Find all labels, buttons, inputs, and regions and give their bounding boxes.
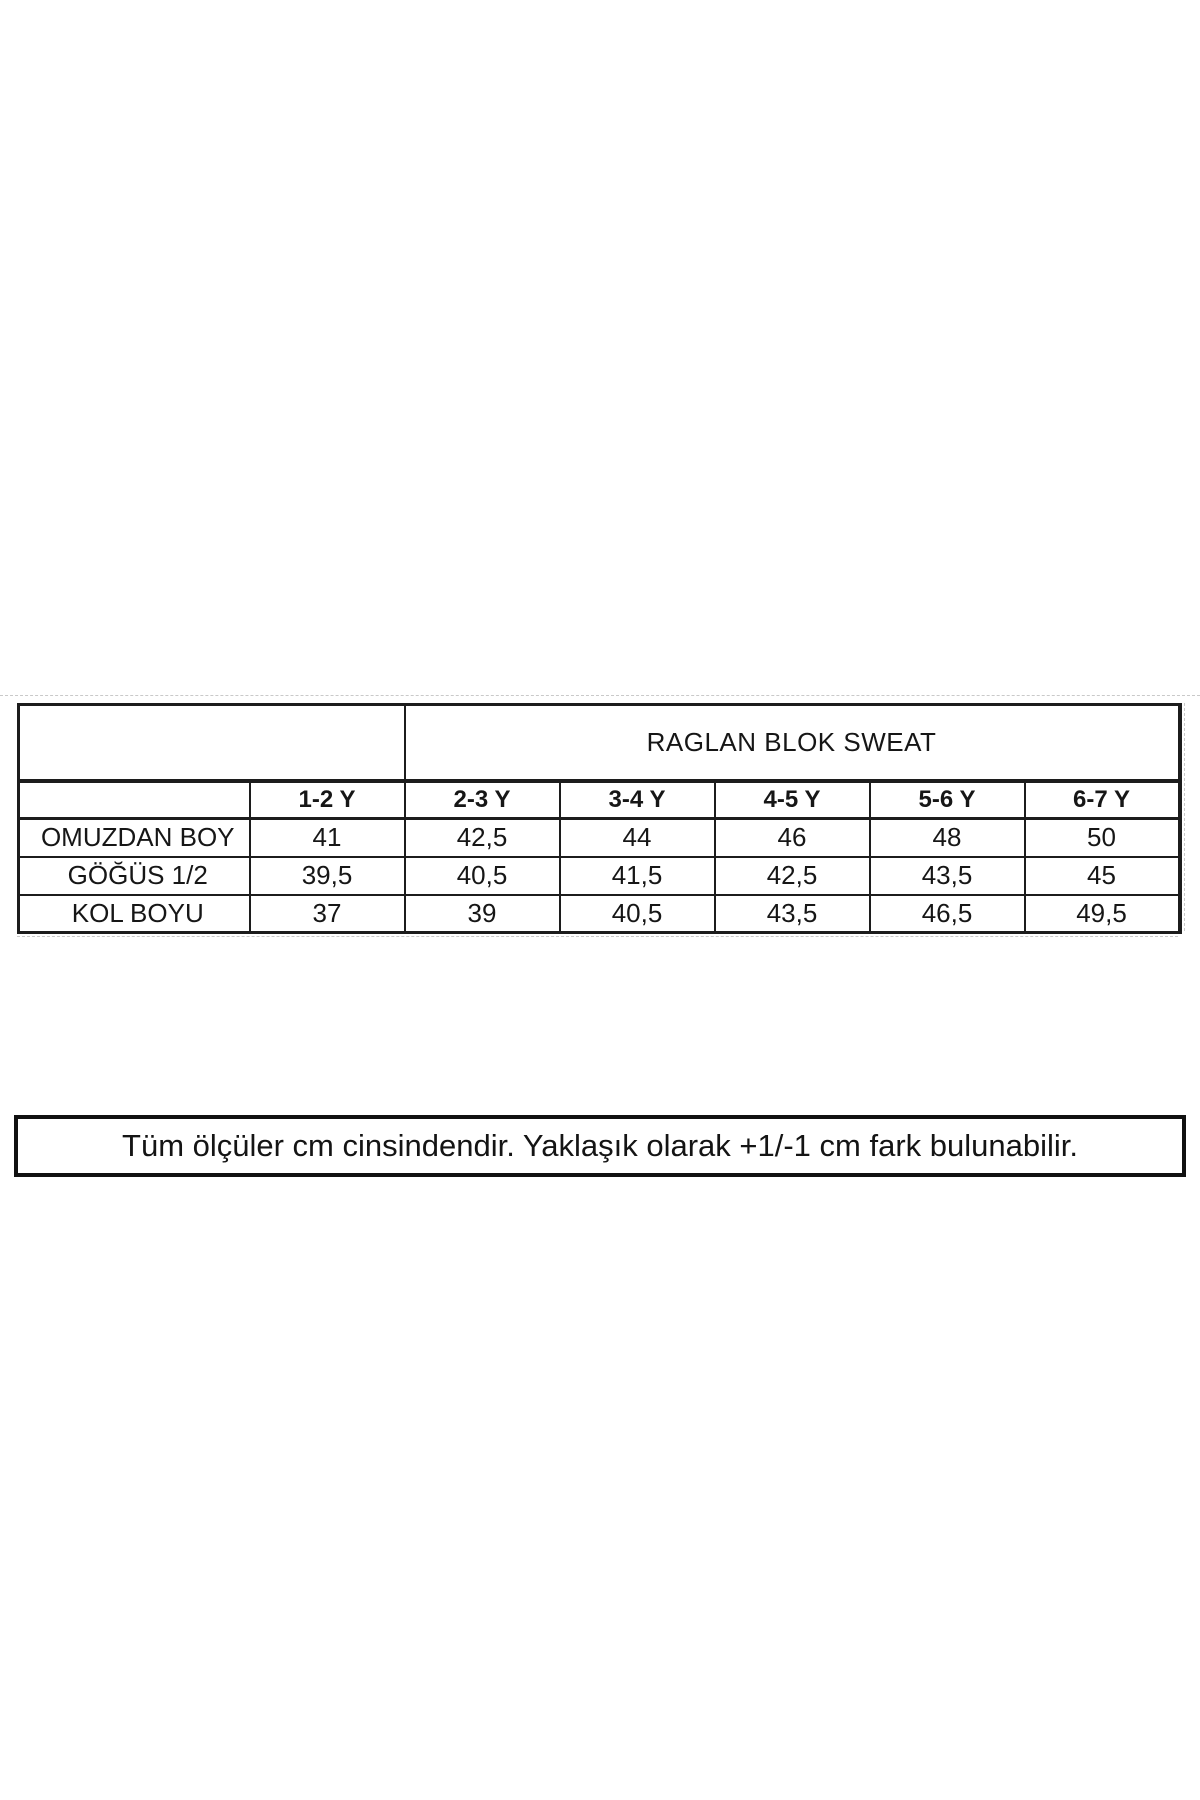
measurement-value: 39,5 bbox=[248, 855, 406, 896]
measurement-value: 48 bbox=[868, 817, 1026, 858]
table-title-row: RAGLAN BLOK SWEAT bbox=[17, 703, 1182, 783]
gridline-artifact-right bbox=[1184, 703, 1185, 931]
measurement-note-text: Tüm ölçüler cm cinsindendir. Yaklaşık ol… bbox=[122, 1128, 1078, 1163]
measurement-value: 40,5 bbox=[403, 855, 561, 896]
table-row-kol-boyu: KOL BOYU 37 39 40,5 43,5 46,5 49,5 bbox=[17, 893, 1182, 934]
size-col-header-4-5y: 4-5 Y bbox=[713, 779, 871, 820]
measurement-value: 45 bbox=[1023, 855, 1182, 896]
size-col-header-2-3y: 2-3 Y bbox=[403, 779, 561, 820]
measurement-value: 37 bbox=[248, 893, 406, 934]
measurement-value: 42,5 bbox=[713, 855, 871, 896]
measurement-label: GÖĞÜS 1/2 bbox=[17, 855, 251, 896]
measurement-value: 43,5 bbox=[868, 855, 1026, 896]
size-chart-table: RAGLAN BLOK SWEAT 1-2 Y 2-3 Y 3-4 Y 4-5 … bbox=[17, 703, 1182, 934]
measurement-value: 43,5 bbox=[713, 893, 871, 934]
size-col-header-1-2y: 1-2 Y bbox=[248, 779, 406, 820]
size-col-header-6-7y: 6-7 Y bbox=[1023, 779, 1182, 820]
measurement-label: KOL BOYU bbox=[17, 893, 251, 934]
measurement-value: 39 bbox=[403, 893, 561, 934]
measurement-label: OMUZDAN BOY bbox=[17, 817, 251, 858]
table-row-gogus: GÖĞÜS 1/2 39,5 40,5 41,5 42,5 43,5 45 bbox=[17, 855, 1182, 896]
measurement-value: 44 bbox=[558, 817, 716, 858]
corner-empty-cell bbox=[17, 703, 406, 783]
size-col-header-3-4y: 3-4 Y bbox=[558, 779, 716, 820]
label-header-cell bbox=[17, 779, 251, 820]
table-row-omuzdan-boy: OMUZDAN BOY 41 42,5 44 46 48 50 bbox=[17, 817, 1182, 858]
measurement-value: 50 bbox=[1023, 817, 1182, 858]
size-header-row: 1-2 Y 2-3 Y 3-4 Y 4-5 Y 5-6 Y 6-7 Y bbox=[17, 779, 1182, 820]
measurement-value: 46,5 bbox=[868, 893, 1026, 934]
measurement-value: 40,5 bbox=[558, 893, 716, 934]
measurement-value: 41,5 bbox=[558, 855, 716, 896]
measurement-value: 46 bbox=[713, 817, 871, 858]
gridline-artifact-bottom bbox=[17, 936, 1178, 937]
measurement-value: 49,5 bbox=[1023, 893, 1182, 934]
measurement-value: 41 bbox=[248, 817, 406, 858]
gridline-artifact-top bbox=[0, 695, 1200, 696]
size-col-header-5-6y: 5-6 Y bbox=[868, 779, 1026, 820]
measurement-note-box: Tüm ölçüler cm cinsindendir. Yaklaşık ol… bbox=[14, 1115, 1186, 1177]
measurement-value: 42,5 bbox=[403, 817, 561, 858]
product-title: RAGLAN BLOK SWEAT bbox=[403, 703, 1182, 783]
